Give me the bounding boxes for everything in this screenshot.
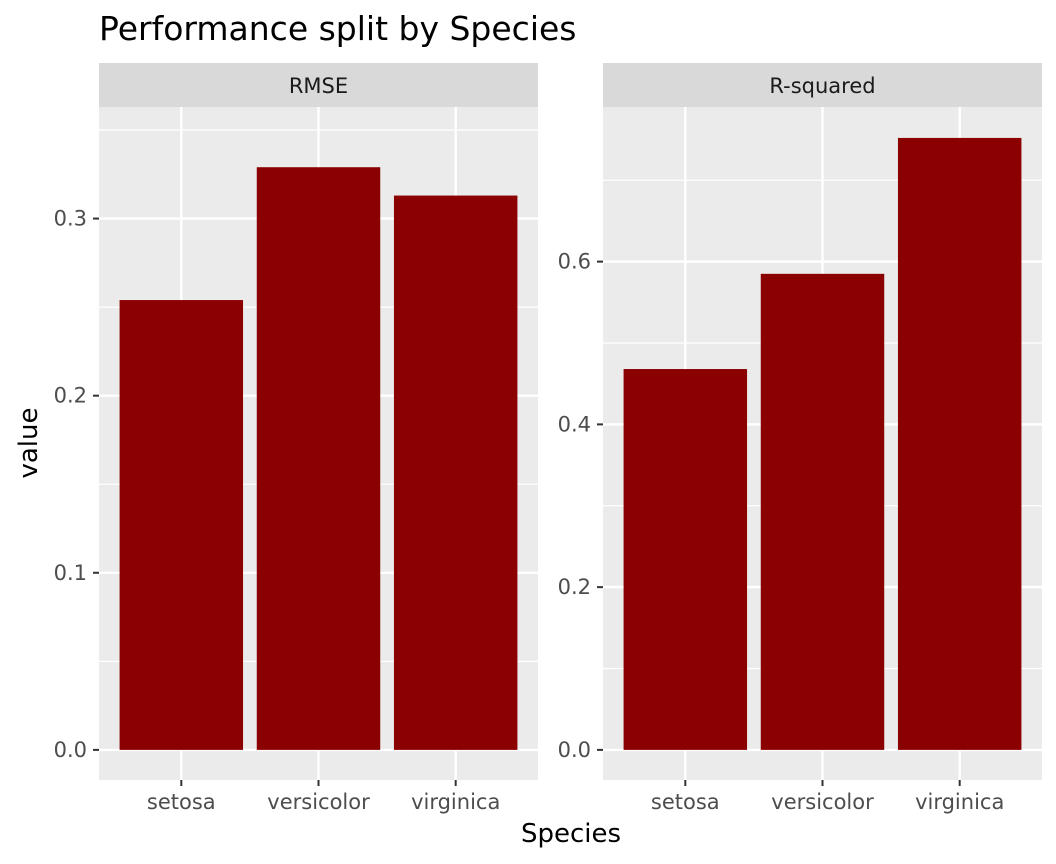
- bar-versicolor: [256, 167, 381, 750]
- facet-panel-r-squared: R-squared 0.0 0.2 0.4 0.6 setosa versicolor vir…: [558, 63, 1042, 814]
- facets-layer: RMSE 0.0 0.1 0.2 0.3 setosa versicolor virginic…: [54, 63, 1042, 814]
- facet-strip-label: RMSE: [289, 74, 348, 98]
- x-tick-label: virginica: [915, 790, 1004, 814]
- facet-strip-label: R-squared: [769, 74, 875, 98]
- x-tick-label: setosa: [651, 790, 720, 814]
- x-tick-label: virginica: [411, 790, 500, 814]
- facet-strip: [603, 63, 1042, 107]
- y-axis-title: value: [14, 407, 44, 478]
- y-tick-label: 0.0: [558, 738, 591, 762]
- chart-title: Performance split by Species: [99, 9, 577, 48]
- x-tick-label: setosa: [147, 790, 216, 814]
- y-tick-label: 0.0: [54, 738, 87, 762]
- facet-panel-rmse: RMSE 0.0 0.1 0.2 0.3 setosa versicolor virginic…: [54, 63, 538, 814]
- y-tick-label: 0.4: [558, 412, 591, 436]
- bar-virginica: [393, 195, 518, 750]
- bar-virginica: [897, 137, 1022, 750]
- facet-strip: [99, 63, 538, 107]
- y-tick-label: 0.3: [54, 207, 87, 231]
- y-tick-label: 0.2: [54, 384, 87, 408]
- bar-versicolor: [760, 273, 885, 750]
- bar-setosa: [623, 369, 748, 750]
- bar-setosa: [119, 300, 244, 750]
- x-axis-title: Species: [521, 819, 621, 849]
- x-tick-label: versicolor: [771, 790, 874, 814]
- y-tick-label: 0.2: [558, 575, 591, 599]
- y-tick-label: 0.1: [54, 561, 87, 585]
- y-tick-label: 0.6: [558, 250, 591, 274]
- x-tick-label: versicolor: [267, 790, 370, 814]
